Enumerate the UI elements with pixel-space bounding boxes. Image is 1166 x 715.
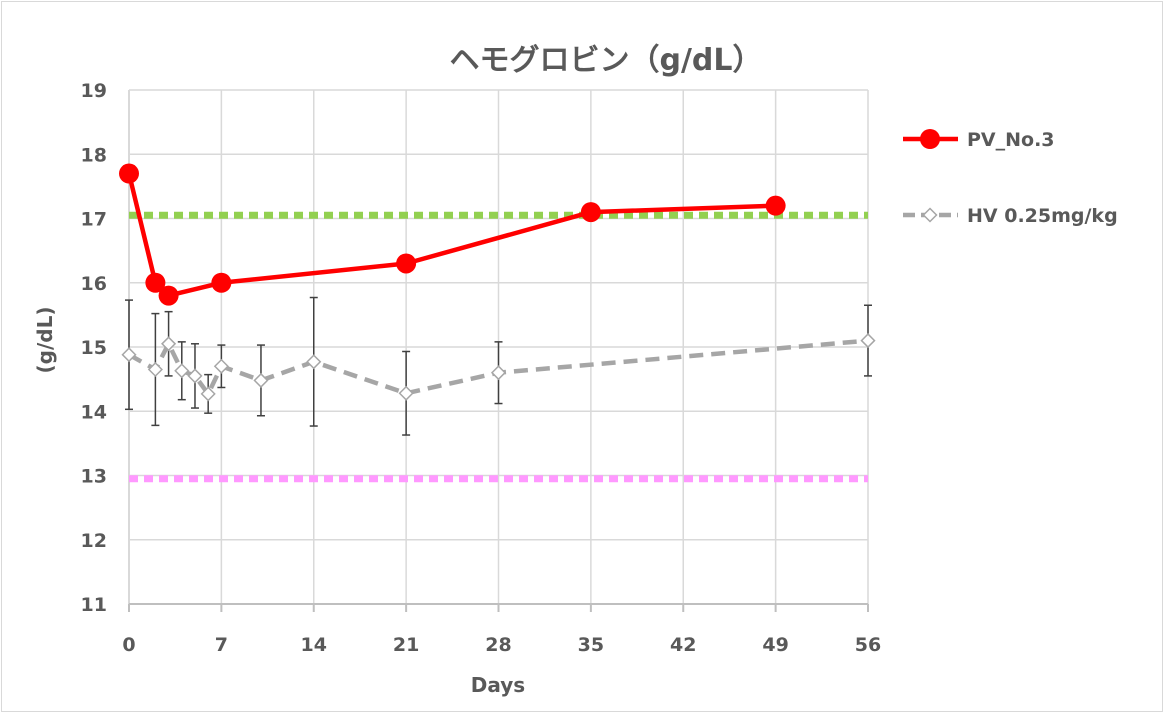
reference-lines bbox=[129, 211, 868, 483]
data-point-hv bbox=[147, 361, 163, 378]
y-tick-label: 18 bbox=[81, 144, 107, 166]
data-point-hv bbox=[121, 347, 137, 363]
data-point-pv bbox=[119, 163, 139, 184]
tick-labels: 11 12 13 14 15 16 17 18 19 0 7 14 21 28 35 42 49 56 bbox=[81, 80, 882, 656]
data-point-hv bbox=[398, 385, 414, 401]
y-tick-label: 13 bbox=[81, 466, 107, 488]
legend-swatch-marker bbox=[920, 129, 940, 149]
y-tick-label: 16 bbox=[81, 273, 107, 295]
y-tick-label: 11 bbox=[81, 594, 107, 616]
x-tick-label: 7 bbox=[215, 634, 228, 656]
legend-label: PV_No.3 bbox=[967, 129, 1055, 151]
x-tick-label: 14 bbox=[301, 634, 327, 656]
y-axis-label: (g/dL) bbox=[33, 307, 57, 374]
y-tick-label: 12 bbox=[81, 530, 107, 552]
x-tick-label: 21 bbox=[393, 634, 419, 656]
data-point-hv bbox=[306, 354, 322, 370]
legend-swatch-marker bbox=[922, 207, 938, 223]
data-point-hv bbox=[253, 372, 269, 388]
x-tick-label: 28 bbox=[485, 634, 511, 656]
data-point-pv bbox=[145, 272, 166, 293]
data-point-pv bbox=[580, 202, 601, 223]
data-point-hv bbox=[213, 358, 229, 374]
chart-title: ヘモグロビン（g/dL） bbox=[449, 43, 762, 78]
legend: PV_No.3 HV 0.25mg/kg bbox=[903, 129, 1118, 227]
data-point-hv bbox=[860, 333, 876, 349]
legend-label: HV 0.25mg/kg bbox=[967, 205, 1118, 227]
x-tick-label: 56 bbox=[855, 634, 881, 656]
data-point-hv bbox=[174, 363, 190, 379]
data-point-pv bbox=[211, 272, 232, 293]
y-tick-label: 19 bbox=[81, 80, 107, 102]
data-point-hv bbox=[161, 336, 177, 352]
data-point-pv bbox=[396, 253, 417, 274]
data-point-pv bbox=[765, 195, 786, 216]
data-point-hv bbox=[490, 365, 507, 381]
x-axis-label: Days bbox=[471, 673, 525, 697]
x-tick-label: 49 bbox=[762, 634, 788, 656]
data-point-hv bbox=[187, 368, 203, 384]
data-point-hv bbox=[200, 386, 216, 402]
y-tick-label: 15 bbox=[81, 337, 107, 359]
y-tick-label: 17 bbox=[81, 209, 107, 231]
x-tick-label: 0 bbox=[122, 634, 135, 656]
x-tick-label: 42 bbox=[670, 634, 696, 656]
data-point-pv bbox=[158, 285, 179, 306]
y-tick-label: 14 bbox=[81, 401, 107, 423]
x-tick-label: 35 bbox=[578, 634, 604, 656]
series-layer bbox=[119, 163, 876, 402]
